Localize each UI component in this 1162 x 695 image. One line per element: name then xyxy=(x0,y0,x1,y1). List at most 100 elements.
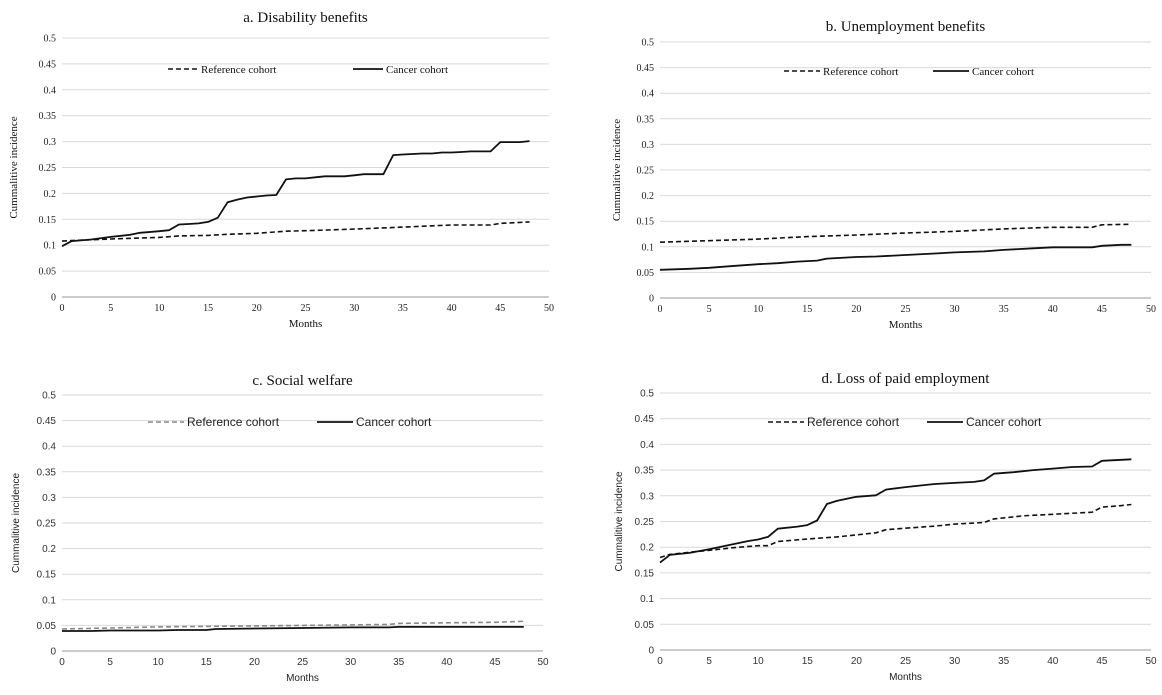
x-tick-label-disability-3: 15 xyxy=(203,303,213,314)
y-tick-label-unemployment-4: 0.2 xyxy=(642,191,655,202)
x-tick-label-loss-of-employment-9: 45 xyxy=(1096,656,1108,667)
x-tick-label-unemployment-9: 45 xyxy=(1097,304,1107,315)
y-tick-label-unemployment-6: 0.3 xyxy=(642,140,655,151)
x-axis-label-loss-of-employment: Months xyxy=(889,672,922,683)
x-tick-label-disability-5: 25 xyxy=(301,303,311,314)
series-line-social-welfare-cancer xyxy=(62,625,524,632)
x-tick-label-disability-6: 30 xyxy=(349,303,359,314)
x-tick-label-disability-0: 0 xyxy=(60,303,65,314)
y-tick-label-disability-1: 0.05 xyxy=(39,267,57,278)
y-tick-label-social-welfare-8: 0.4 xyxy=(42,442,56,453)
y-tick-label-social-welfare-9: 0.45 xyxy=(37,416,57,427)
x-tick-label-unemployment-10: 50 xyxy=(1146,304,1156,315)
y-tick-label-loss-of-employment-4: 0.2 xyxy=(640,543,654,554)
legend-label-unemployment-reference: Reference cohort xyxy=(823,66,898,78)
y-tick-label-loss-of-employment-3: 0.15 xyxy=(635,568,655,579)
x-tick-label-disability-7: 35 xyxy=(398,303,408,314)
x-tick-label-social-welfare-4: 20 xyxy=(249,657,261,668)
x-tick-label-social-welfare-6: 30 xyxy=(345,657,357,668)
y-tick-label-loss-of-employment-6: 0.3 xyxy=(640,491,654,502)
x-tick-label-social-welfare-10: 50 xyxy=(537,657,549,668)
legend-label-social-welfare-cancer: Cancer cohort xyxy=(356,415,432,429)
chart-title-social-welfare: c. Social welfare xyxy=(252,373,353,389)
x-axis-label-social-welfare: Months xyxy=(286,673,319,684)
chart-social-welfare: 0 0.05 0.1 0.15 0.2 0.25 0.3 0.35 0.4 0.45 0.5 0 5 10… xyxy=(11,373,549,684)
x-tick-label-unemployment-3: 15 xyxy=(802,304,812,315)
x-tick-label-unemployment-7: 35 xyxy=(999,304,1009,315)
legend-label-unemployment-cancer: Cancer cohort xyxy=(972,66,1034,78)
chart-disability-benefits: 0 0.05 0.1 0.15 0.2 0.25 0.3 0.35 0.4 0.45 0.5 0 5 10… xyxy=(8,10,554,330)
y-tick-label-unemployment-10: 0.5 xyxy=(642,38,655,49)
y-tick-label-disability-0: 0 xyxy=(51,293,56,304)
x-tick-label-disability-1: 5 xyxy=(108,303,113,314)
y-tick-label-loss-of-employment-7: 0.35 xyxy=(635,466,655,477)
x-tick-label-unemployment-8: 40 xyxy=(1048,304,1058,315)
series-line-social-welfare-reference xyxy=(61,620,524,630)
y-tick-label-disability-6: 0.3 xyxy=(44,137,57,148)
y-tick-label-disability-5: 0.25 xyxy=(39,163,57,174)
x-tick-label-social-welfare-9: 45 xyxy=(489,657,501,668)
legend-label-loss-of-employment-cancer: Cancer cohort xyxy=(966,415,1042,429)
series-line-loss-of-employment-reference xyxy=(659,503,1132,559)
x-tick-label-loss-of-employment-5: 25 xyxy=(900,656,912,667)
x-tick-label-loss-of-employment-7: 35 xyxy=(998,656,1010,667)
series-line-unemployment-cancer xyxy=(659,243,1132,271)
legend-label-disability-reference: Reference cohort xyxy=(201,64,276,76)
x-tick-label-loss-of-employment-3: 15 xyxy=(802,656,814,667)
y-tick-label-loss-of-employment-9: 0.45 xyxy=(635,414,655,425)
y-axis-label-social-welfare: Cummalitive incidence xyxy=(11,473,22,573)
series-line-loss-of-employment-cancer xyxy=(659,458,1132,564)
x-tick-label-social-welfare-1: 5 xyxy=(107,657,113,668)
y-tick-label-disability-7: 0.35 xyxy=(39,111,57,122)
y-tick-label-unemployment-9: 0.45 xyxy=(637,63,655,74)
series-line-disability-cancer xyxy=(61,140,530,247)
x-tick-label-loss-of-employment-8: 40 xyxy=(1047,656,1059,667)
x-axis-label-disability: Months xyxy=(289,318,323,330)
x-tick-label-loss-of-employment-1: 5 xyxy=(706,656,712,667)
x-tick-label-loss-of-employment-2: 10 xyxy=(753,656,765,667)
y-tick-label-disability-3: 0.15 xyxy=(39,215,57,226)
y-tick-label-loss-of-employment-1: 0.05 xyxy=(635,620,655,631)
x-tick-label-loss-of-employment-0: 0 xyxy=(657,656,663,667)
legend-label-disability-cancer: Cancer cohort xyxy=(386,64,448,76)
chart-loss-of-paid-employment: 0 0.05 0.1 0.15 0.2 0.25 0.3 0.35 0.4 0.45 0.5 0 5 10… xyxy=(614,371,1157,683)
y-tick-label-unemployment-7: 0.35 xyxy=(637,114,655,125)
y-tick-label-social-welfare-1: 0.05 xyxy=(37,621,57,632)
x-tick-label-unemployment-1: 5 xyxy=(707,304,712,315)
x-axis-label-unemployment: Months xyxy=(889,319,923,331)
y-tick-label-disability-10: 0.5 xyxy=(44,34,57,45)
x-tick-label-disability-8: 40 xyxy=(447,303,457,314)
y-tick-label-social-welfare-4: 0.2 xyxy=(42,544,56,555)
y-axis-label-disability: Cummalitive incidence xyxy=(8,116,20,218)
y-tick-label-social-welfare-0: 0 xyxy=(50,647,56,658)
y-tick-label-unemployment-2: 0.1 xyxy=(642,242,655,253)
legend-label-loss-of-employment-reference: Reference cohort xyxy=(807,415,900,429)
y-tick-label-social-welfare-10: 0.5 xyxy=(42,391,56,402)
x-tick-label-disability-9: 45 xyxy=(495,303,505,314)
x-tick-label-unemployment-0: 0 xyxy=(658,304,663,315)
y-tick-label-unemployment-0: 0 xyxy=(649,294,654,305)
x-tick-label-unemployment-4: 20 xyxy=(851,304,861,315)
x-tick-label-loss-of-employment-4: 20 xyxy=(851,656,863,667)
x-tick-label-social-welfare-0: 0 xyxy=(59,657,65,668)
y-axis-label-loss-of-employment: Cummalitive incidence xyxy=(614,471,625,571)
y-tick-label-loss-of-employment-2: 0.1 xyxy=(640,594,654,605)
y-tick-label-unemployment-5: 0.25 xyxy=(637,166,655,177)
chart-title-loss-of-employment: d. Loss of paid employment xyxy=(822,371,991,387)
y-tick-label-disability-8: 0.4 xyxy=(44,85,57,96)
y-tick-label-loss-of-employment-5: 0.25 xyxy=(635,517,655,528)
series-line-disability-reference xyxy=(61,221,530,242)
x-tick-label-loss-of-employment-6: 30 xyxy=(949,656,961,667)
y-tick-label-disability-4: 0.2 xyxy=(44,189,57,200)
y-tick-label-social-welfare-7: 0.35 xyxy=(37,467,57,478)
x-tick-label-unemployment-2: 10 xyxy=(753,304,763,315)
x-tick-label-social-welfare-8: 40 xyxy=(441,657,453,668)
y-tick-label-loss-of-employment-8: 0.4 xyxy=(640,440,654,451)
y-tick-label-disability-9: 0.45 xyxy=(39,59,57,70)
chart-unemployment-benefits: 0 0.05 0.1 0.15 0.2 0.25 0.3 0.35 0.4 0.45 0.5 0 5 10… xyxy=(611,19,1156,331)
chart-title-disability: a. Disability benefits xyxy=(243,10,368,26)
y-tick-label-social-welfare-5: 0.25 xyxy=(37,519,57,530)
x-tick-label-social-welfare-2: 10 xyxy=(153,657,165,668)
y-tick-label-unemployment-3: 0.15 xyxy=(637,217,655,228)
y-tick-label-loss-of-employment-0: 0 xyxy=(648,646,654,657)
